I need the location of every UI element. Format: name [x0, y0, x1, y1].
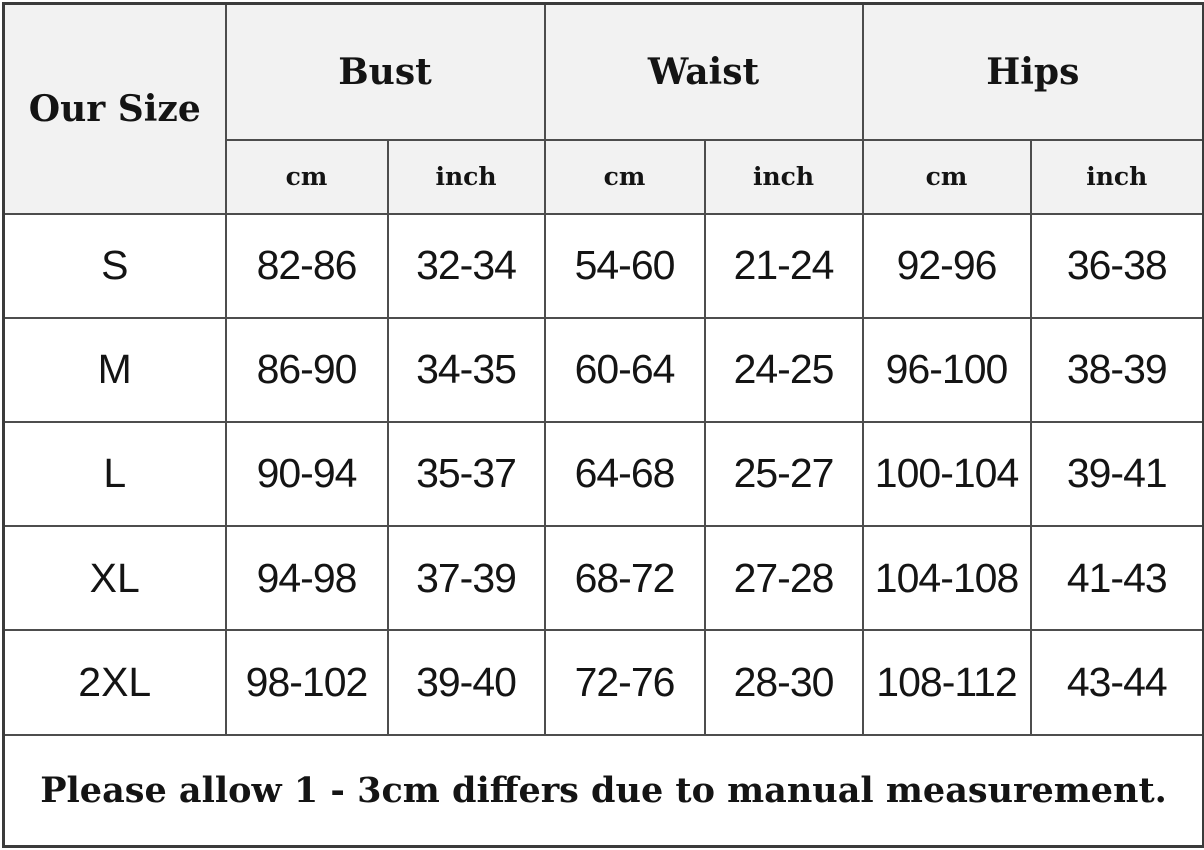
measurement-cell: 39-40	[386, 629, 546, 736]
corner-header-our-size: Our Size	[2, 2, 227, 215]
table-row-size-m: M 86-90 34-35 60-64 24-25 96-100 38-39	[2, 316, 1204, 423]
measurement-cell: 90-94	[224, 420, 389, 528]
measurement-cell: 43-44	[1029, 629, 1204, 736]
measurement-cell: 96-100	[861, 316, 1032, 423]
header-unit-row: cm inch cm inch cm inch	[4, 138, 1204, 215]
measurement-cell: 94-98	[224, 525, 389, 632]
unit-header-waist-cm: cm	[543, 138, 706, 215]
measurement-cell: 25-27	[703, 420, 864, 528]
footnote-row: Please allow 1 - 3cm differs due to manu…	[2, 733, 1204, 848]
measurement-cell: 108-112	[861, 629, 1032, 736]
measurement-cell: 24-25	[703, 316, 864, 423]
measurement-cell: 68-72	[543, 525, 706, 632]
unit-header-hips-cm: cm	[861, 138, 1032, 215]
measurement-cell: 60-64	[543, 316, 706, 423]
unit-header-waist-inch: inch	[703, 138, 864, 215]
measurement-cell: 100-104	[861, 420, 1032, 528]
measurement-cell: 34-35	[386, 316, 546, 423]
size-label: L	[2, 420, 227, 528]
measurement-cell: 86-90	[224, 316, 389, 423]
size-label: 2XL	[2, 629, 227, 736]
measurement-cell: 39-41	[1029, 420, 1204, 528]
measurement-cell: 37-39	[386, 525, 546, 632]
size-label: S	[2, 212, 227, 319]
size-label: XL	[2, 525, 227, 632]
group-header-waist: Waist	[543, 2, 864, 141]
measurement-cell: 32-34	[386, 212, 546, 319]
measurement-cell: 82-86	[224, 212, 389, 319]
measurement-cell: 98-102	[224, 629, 389, 736]
measurement-cell: 92-96	[861, 212, 1032, 319]
group-header-bust: Bust	[224, 2, 546, 141]
table-row-size-xl: XL 94-98 37-39 68-72 27-28 104-108 41-43	[2, 525, 1204, 632]
measurement-cell: 36-38	[1029, 212, 1204, 319]
header-group-row: Our Size Bust Waist Hips	[2, 2, 1204, 215]
table-row-size-l: L 90-94 35-37 64-68 25-27 100-104 39-41	[2, 420, 1204, 528]
measurement-cell: 38-39	[1029, 316, 1204, 423]
measurement-cell: 64-68	[543, 420, 706, 528]
measurement-cell: 27-28	[703, 525, 864, 632]
unit-header-bust-inch: inch	[386, 138, 546, 215]
measurement-cell: 21-24	[703, 212, 864, 319]
measurement-footnote: Please allow 1 - 3cm differs due to manu…	[2, 733, 1204, 848]
size-label: M	[2, 316, 227, 423]
unit-header-bust-cm: cm	[224, 138, 389, 215]
unit-header-hips-inch: inch	[1029, 138, 1204, 215]
measurement-cell: 28-30	[703, 629, 864, 736]
measurement-cell: 54-60	[543, 212, 706, 319]
table-row-size-s: S 82-86 32-34 54-60 21-24 92-96 36-38	[2, 212, 1204, 319]
measurement-cell: 41-43	[1029, 525, 1204, 632]
table-row-size-2xl: 2XL 98-102 39-40 72-76 28-30 108-112 43-…	[2, 629, 1204, 736]
group-header-hips: Hips	[861, 2, 1204, 141]
measurement-cell: 72-76	[543, 629, 706, 736]
measurement-cell: 104-108	[861, 525, 1032, 632]
measurement-cell: 35-37	[386, 420, 546, 528]
